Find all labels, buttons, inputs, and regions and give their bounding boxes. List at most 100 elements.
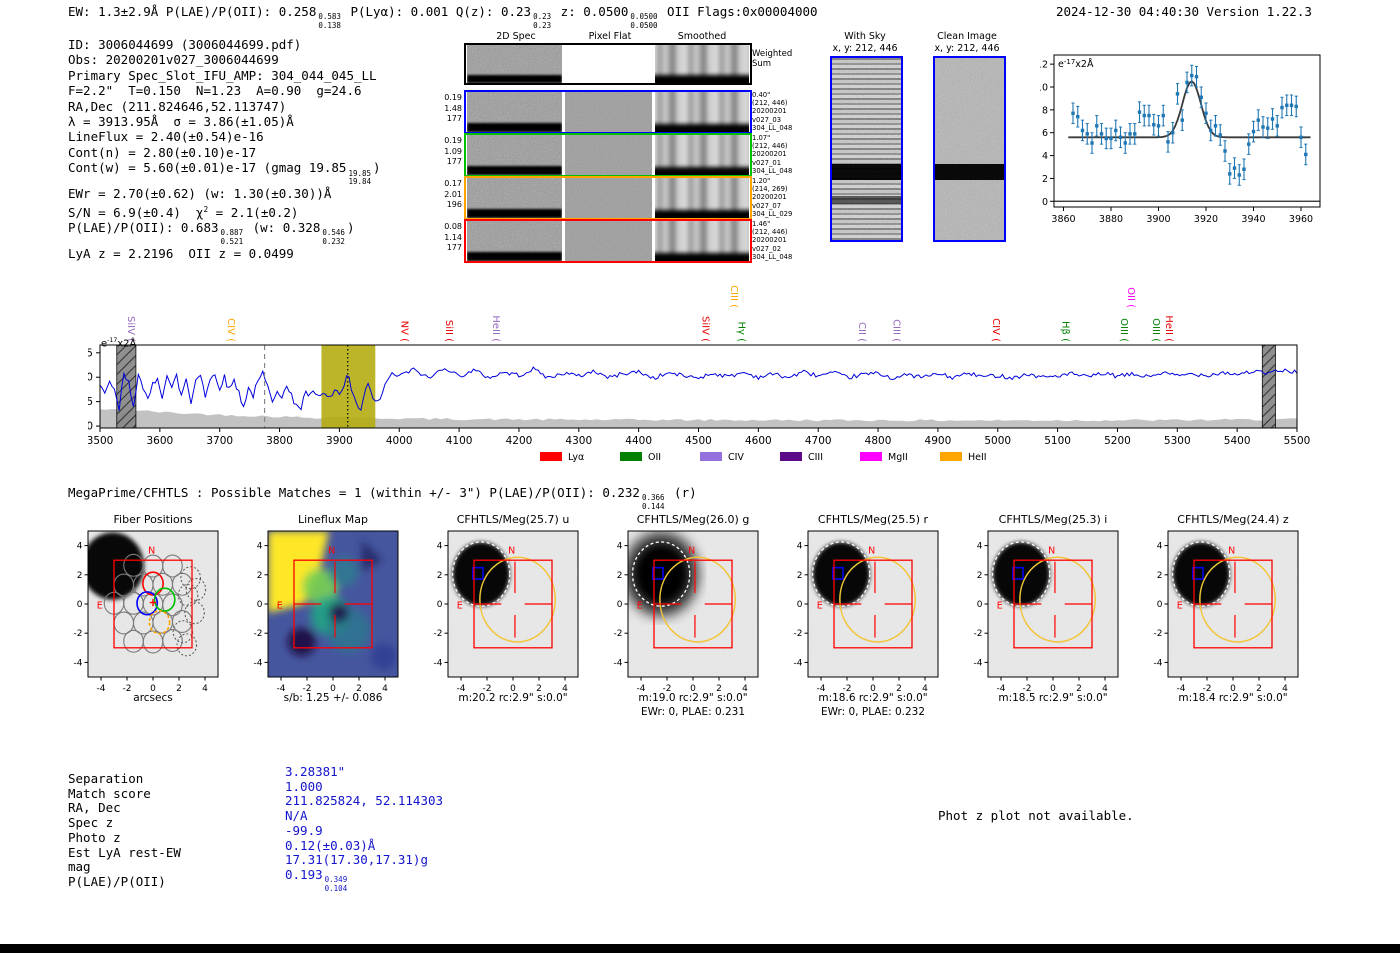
svg-text:2: 2	[437, 571, 443, 581]
svg-text:-4: -4	[254, 658, 263, 668]
svg-text:0: 0	[510, 684, 516, 694]
smoothed-streaks	[655, 92, 749, 132]
dark-continuum-band	[655, 123, 749, 132]
compass-north: N	[1048, 546, 1055, 557]
match-row-value: 211.825824, 52.114303	[285, 793, 444, 809]
line-label-hγ: Hγ (	[736, 321, 747, 342]
cutout-plot-sky-2: N E -4 -4 -2 -2 0 0 2 2 4 4	[434, 530, 579, 694]
line-label-heii: HeII (	[490, 315, 501, 342]
spec2d-cell-raw	[467, 221, 562, 261]
info-line: Primary Spec_Slot_IFU_AMP: 304_044_045_L…	[68, 67, 377, 83]
svg-text:0: 0	[870, 684, 876, 694]
svg-text:3920: 3920	[1194, 214, 1218, 225]
svg-text:-2: -2	[1023, 684, 1032, 694]
info-line: ID: 3006044699 (3006044699.pdf)	[68, 37, 302, 52]
info-line: Cont(w) = 5.60(±0.01)e-17 (gmag 19.85 19.…	[68, 160, 381, 186]
svg-text:-4: -4	[637, 684, 646, 694]
info-line: F=2.2" T=0.150 N=1.23 A=0.90 g=24.6	[68, 83, 362, 99]
svg-text:4: 4	[202, 684, 208, 694]
cutout-note-r: m:18.6 rc:2.9" s:0.0"	[818, 692, 928, 704]
svg-text:-2: -2	[614, 629, 623, 639]
full-spectrum-plot: 3500 3600 3700 3800 3900 4000 4100 4200 4300 4400…	[88, 285, 1311, 463]
info-line: RA,Dec (211.824646,52.113747)	[68, 98, 287, 114]
svg-text:4500: 4500	[685, 435, 712, 447]
legend-ciii: CIII	[808, 452, 823, 463]
svg-text:-2: -2	[74, 629, 83, 639]
svg-text:5000: 5000	[984, 435, 1011, 447]
weighted-sum-label: Weighted Sum	[752, 49, 793, 69]
detection-info-block: ID: 3006044699 (3006044699.pdf) Obs: 2020…	[68, 37, 381, 261]
smoothed-streaks	[655, 178, 749, 218]
line-label-siii: SiII (	[443, 320, 454, 342]
svg-text:-2: -2	[794, 629, 803, 639]
dark-band	[935, 163, 1004, 180]
svg-text:0: 0	[1157, 600, 1163, 610]
spec2d-cell-smoothed	[655, 178, 749, 218]
col-title-smoothed: Smoothed	[677, 31, 727, 42]
spec2d-cell-flat	[565, 45, 652, 83]
col-title-2dspec: 2D Spec	[496, 31, 536, 42]
cutout-plot-sky-4: N E -4 -4 -2 -2 0 0 2 2 4 4	[794, 530, 939, 694]
legend-civ: CIV	[728, 452, 744, 463]
cleanimage-coords: x, y: 212, 446	[934, 43, 1000, 54]
spec2d-cell-raw	[467, 135, 562, 175]
dark-band	[832, 163, 901, 180]
legend-heii: HeII	[968, 452, 987, 463]
svg-text:12: 12	[1040, 60, 1048, 71]
svg-text:10: 10	[88, 372, 93, 384]
svg-text:3940: 3940	[1241, 214, 1265, 225]
svg-text:2: 2	[1076, 684, 1082, 694]
svg-text:5100: 5100	[1044, 435, 1071, 447]
svg-text:8: 8	[1042, 105, 1048, 116]
svg-text:3860: 3860	[1051, 214, 1075, 225]
match-row-label: Separation	[68, 771, 144, 786]
svg-text:4: 4	[742, 684, 748, 694]
svg-text:4800: 4800	[865, 435, 892, 447]
svg-text:5500: 5500	[1284, 435, 1311, 447]
svg-text:2: 2	[1042, 174, 1048, 185]
cutout-plot-lineflux: N E -4 -4 -2 -2 0 0 2 2 4 4	[254, 530, 399, 694]
svg-text:-4: -4	[277, 684, 286, 694]
compass-east: E	[277, 600, 283, 611]
legend-mgii: MgII	[888, 452, 908, 463]
svg-text:4200: 4200	[506, 435, 533, 447]
cutout-note-g: m:19.0 rc:2.9" s:0.0"	[638, 692, 748, 704]
cutout-note-lineflux: s/b: 1.25 +/- 0.086	[283, 692, 383, 704]
svg-text:5300: 5300	[1164, 435, 1191, 447]
svg-text:4: 4	[437, 542, 443, 552]
cutout-note-u: m:20.2 rc:2.9" s:0.0"	[458, 692, 568, 704]
svg-text:5: 5	[88, 396, 93, 408]
compass-east: E	[97, 600, 103, 611]
svg-text:0: 0	[150, 684, 156, 694]
svg-text:4: 4	[1157, 542, 1163, 552]
cutout-plot-fiber: N E -4 -4 -2 -2 0 0 2 2 4 4	[74, 530, 219, 694]
compass-north: N	[1228, 546, 1235, 557]
line-label-civ: CIV (	[225, 318, 236, 342]
svg-text:-2: -2	[483, 684, 492, 694]
spec2d-cell-raw	[467, 178, 562, 218]
svg-text:-2: -2	[254, 629, 263, 639]
svg-text:3500: 3500	[88, 435, 113, 447]
cleanimage-title: Clean Image	[937, 31, 997, 42]
noise-texture	[565, 92, 652, 132]
line-label-heii: HeII (	[1163, 315, 1174, 342]
spec2d-cell-raw	[467, 45, 562, 83]
info-line: S/N = 6.9(±0.4) χ2 = 2.1(±0.2)	[68, 204, 299, 220]
cutout-title-u: CFHTLS/Meg(25.7) u	[456, 513, 570, 526]
line-label-hβ: Hβ (	[1059, 321, 1070, 342]
smoothed-streaks	[655, 45, 749, 83]
info-line: LyA z = 2.2196 OII z = 0.0499	[68, 245, 294, 261]
svg-text:0: 0	[617, 600, 623, 610]
smoothed-streaks	[655, 221, 749, 261]
svg-text:-2: -2	[663, 684, 672, 694]
line-label-siiv: SiIV (	[700, 316, 711, 342]
svg-text:4300: 4300	[565, 435, 592, 447]
line-fit-plot: 3860 3880 3900 3920 3940 3960 0 2 4 6 8 10 12 e-17x2Å	[1040, 54, 1321, 225]
svg-text:2: 2	[716, 684, 722, 694]
svg-text:0: 0	[437, 600, 443, 610]
match-row-label: Photo z	[68, 829, 121, 845]
svg-text:-4: -4	[97, 684, 106, 694]
svg-text:4: 4	[797, 542, 803, 552]
svg-text:-2: -2	[1203, 684, 1212, 694]
